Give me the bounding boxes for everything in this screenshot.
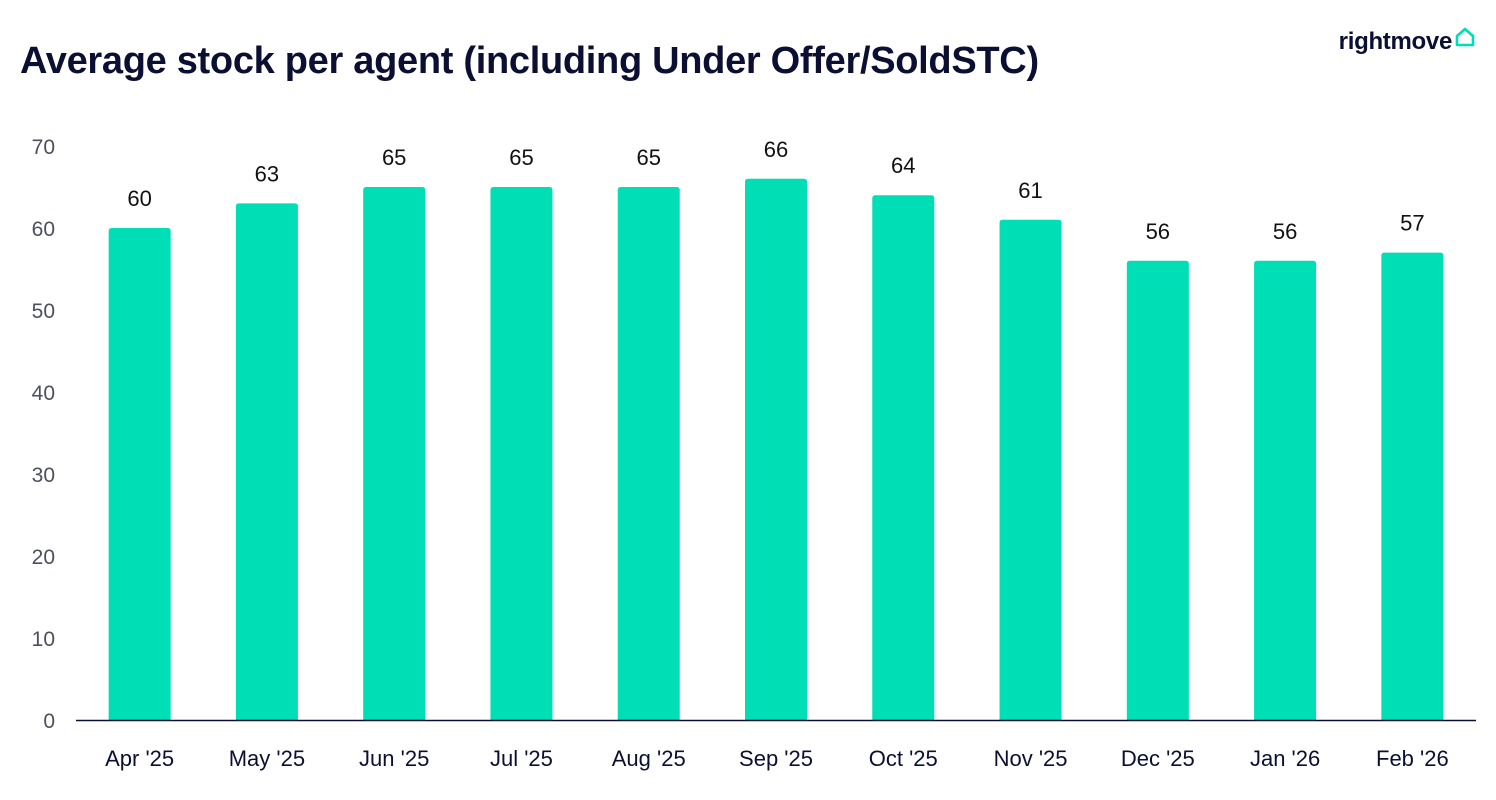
x-tick-label: Jul '25 (490, 746, 553, 771)
bar (999, 219, 1062, 721)
data-label: 56 (1273, 219, 1297, 244)
y-tick-label: 60 (32, 218, 55, 241)
x-axis: Apr '25 May '25 Jun '25 Jul '25 Aug '25 Sep '… (105, 746, 1449, 771)
data-label: 66 (764, 137, 788, 162)
y-tick-label: 30 (32, 464, 55, 487)
y-tick-label: 70 (32, 136, 55, 159)
bar (617, 187, 680, 720)
data-label: 56 (1146, 219, 1170, 244)
house-icon (1455, 27, 1475, 47)
rightmove-logo: rightmove (1339, 26, 1476, 54)
bar (1254, 260, 1317, 720)
x-tick-label: Dec '25 (1121, 746, 1195, 771)
bar (1126, 260, 1189, 720)
y-tick-label: 0 (43, 710, 55, 733)
data-label: 64 (891, 153, 915, 178)
y-tick-label: 20 (32, 546, 55, 569)
x-tick-label: Jun '25 (359, 746, 429, 771)
chart-title: Average stock per agent (including Under… (20, 40, 1039, 82)
y-tick-label: 40 (32, 382, 55, 405)
bar (490, 187, 553, 720)
data-label: 60 (127, 186, 151, 211)
x-tick-label: Nov '25 (994, 746, 1068, 771)
data-label: 57 (1400, 211, 1424, 236)
bar (108, 228, 171, 720)
x-tick-label: May '25 (229, 746, 305, 771)
x-tick-label: Sep '25 (739, 746, 813, 771)
data-label: 61 (1018, 178, 1042, 203)
x-tick-label: Oct '25 (869, 746, 938, 771)
data-label: 65 (382, 145, 406, 170)
x-tick-label: Jan '26 (1250, 746, 1320, 771)
data-labels: 60 63 65 65 65 66 64 61 56 56 57 (127, 137, 1424, 244)
data-label: 65 (636, 145, 660, 170)
y-tick-label: 50 (32, 300, 55, 323)
logo-text: rightmove (1338, 28, 1453, 55)
bar (363, 187, 426, 720)
x-tick-label: Apr '25 (105, 746, 174, 771)
bar (745, 178, 807, 721)
y-tick-label: 10 (32, 628, 55, 651)
y-axis: 0 10 20 30 40 50 60 70 (32, 136, 55, 733)
bar (872, 195, 935, 720)
x-tick-label: Aug '25 (612, 746, 686, 771)
data-label: 63 (255, 161, 279, 186)
bar (1381, 252, 1444, 720)
data-label: 65 (509, 145, 533, 170)
bar (235, 203, 298, 720)
bars (108, 178, 1444, 721)
x-tick-label: Feb '26 (1376, 746, 1449, 771)
